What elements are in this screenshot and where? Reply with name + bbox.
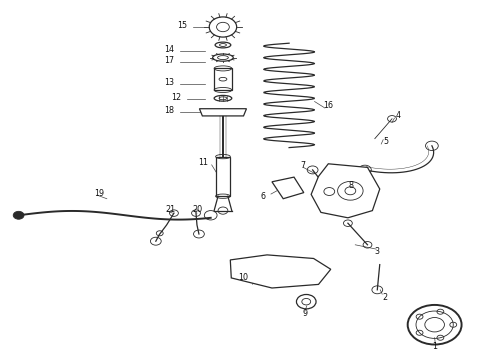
Text: 8: 8	[349, 181, 354, 190]
Text: 2: 2	[382, 292, 387, 302]
Text: 3: 3	[375, 248, 380, 256]
Polygon shape	[199, 109, 246, 116]
Polygon shape	[272, 177, 304, 199]
Text: 13: 13	[165, 77, 174, 86]
Text: 6: 6	[261, 192, 266, 201]
Text: 1: 1	[433, 342, 438, 351]
Bar	[216, 157, 230, 196]
Text: 12: 12	[171, 93, 181, 102]
Text: 14: 14	[165, 45, 174, 54]
Polygon shape	[311, 164, 380, 218]
Text: 17: 17	[164, 56, 174, 65]
Text: 9: 9	[303, 309, 308, 318]
Text: 4: 4	[395, 111, 400, 120]
Text: 7: 7	[301, 161, 306, 170]
Text: 19: 19	[94, 189, 104, 198]
Text: 18: 18	[165, 107, 174, 115]
Text: 15: 15	[177, 21, 187, 30]
Text: 11: 11	[198, 158, 208, 167]
Text: 20: 20	[192, 205, 202, 214]
Text: 5: 5	[384, 137, 389, 146]
Text: 21: 21	[166, 205, 176, 214]
Circle shape	[13, 211, 24, 219]
Text: 10: 10	[239, 273, 248, 282]
Polygon shape	[230, 255, 331, 288]
Bar	[214, 68, 232, 90]
Text: 16: 16	[323, 102, 333, 110]
